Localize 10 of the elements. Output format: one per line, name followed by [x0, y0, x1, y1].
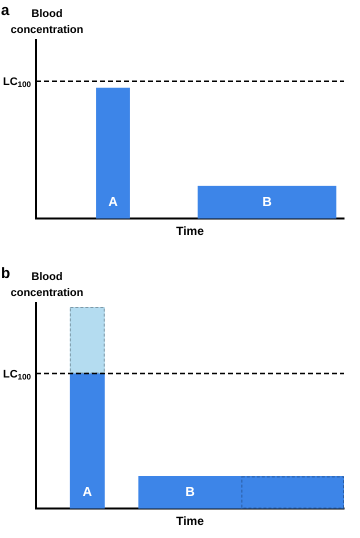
x-tick-label: A [108, 194, 118, 210]
chart-title: a [1, 2, 10, 19]
y-axis-title: Blood concentration [10, 271, 84, 299]
x-tick-label: B [185, 484, 195, 500]
x-tick-label: A [82, 484, 93, 500]
y-axis-title: Blood concentration [10, 8, 84, 36]
x-tick-label: B [262, 194, 272, 210]
x-axis-title: Time [176, 224, 204, 238]
chart-title: b [1, 265, 10, 282]
x-axis-title: Time [176, 514, 204, 528]
